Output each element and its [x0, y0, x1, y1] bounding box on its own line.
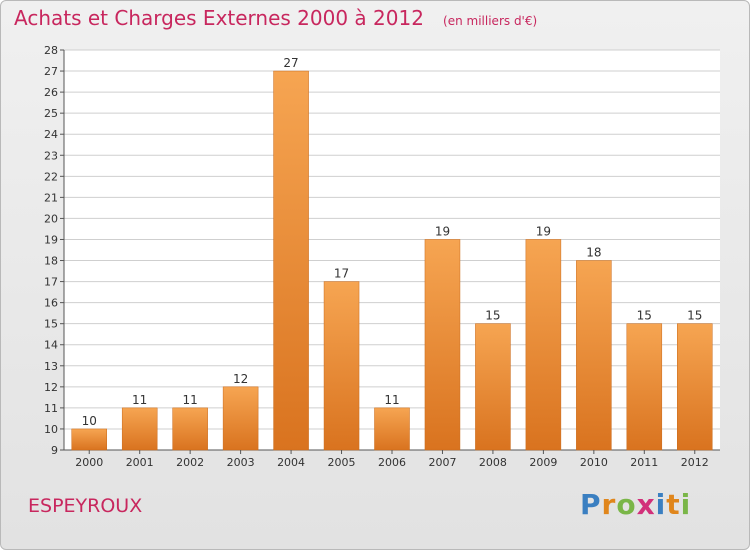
data-label-2003: 12 — [233, 372, 248, 386]
data-label-2006: 11 — [384, 393, 399, 407]
bar-2005 — [323, 281, 360, 451]
data-label-2000: 10 — [82, 414, 97, 428]
y-tick-label: 11 — [44, 402, 58, 415]
x-tick-label-2008: 2008 — [479, 456, 507, 469]
y-tick-label: 14 — [44, 339, 58, 352]
data-label-2009: 19 — [536, 224, 551, 238]
plot-area — [64, 50, 720, 450]
data-label-2001: 11 — [132, 393, 147, 407]
x-tick-label-2010: 2010 — [580, 456, 608, 469]
y-tick-label: 15 — [44, 318, 58, 331]
y-tick-label: 21 — [44, 191, 58, 204]
y-tick-label: 19 — [44, 233, 58, 246]
y-tick-label: 13 — [44, 360, 58, 373]
bar-2001 — [121, 407, 158, 451]
y-tick-label: 10 — [44, 423, 58, 436]
y-tick-label: 24 — [44, 128, 58, 141]
x-tick-label-2012: 2012 — [681, 456, 709, 469]
data-label-2004: 27 — [283, 56, 298, 70]
data-label-2010: 18 — [586, 246, 601, 260]
y-tick-label: 28 — [44, 44, 58, 57]
chart-title: Achats et Charges Externes 2000 à 2012 — [14, 6, 424, 30]
x-tick-label-2009: 2009 — [529, 456, 557, 469]
data-label-2002: 11 — [183, 393, 198, 407]
y-tick-label: 18 — [44, 255, 58, 268]
x-tick-label-2005: 2005 — [328, 456, 356, 469]
bar-2002 — [172, 407, 208, 451]
bar-2010 — [576, 260, 612, 451]
x-tick-label-2000: 2000 — [75, 456, 103, 469]
y-tick-label: 12 — [44, 381, 58, 394]
x-tick-label-2001: 2001 — [126, 456, 154, 469]
bar-2003 — [222, 386, 259, 451]
bar-2007 — [424, 239, 461, 451]
y-tick-label: 26 — [44, 86, 58, 99]
bar-2011 — [626, 323, 663, 451]
x-tick-label-2002: 2002 — [176, 456, 204, 469]
bar-2004 — [273, 70, 309, 451]
y-tick-label: 25 — [44, 107, 58, 120]
data-label-2007: 19 — [435, 224, 450, 238]
y-tick-label: 17 — [44, 276, 58, 289]
x-tick-label-2004: 2004 — [277, 456, 305, 469]
data-label-2005: 17 — [334, 267, 349, 281]
y-tick-label: 9 — [51, 444, 58, 457]
data-label-2012: 15 — [687, 309, 702, 323]
y-tick-label: 23 — [44, 149, 58, 162]
title-row: Achats et Charges Externes 2000 à 2012 (… — [14, 6, 537, 30]
commune-name: ESPEYROUX — [28, 495, 143, 517]
y-tick-label: 20 — [44, 212, 58, 225]
x-tick-label-2006: 2006 — [378, 456, 406, 469]
bar-2006 — [374, 407, 410, 451]
bar-2008 — [475, 323, 511, 451]
data-label-2011: 15 — [637, 309, 652, 323]
y-tick-label: 16 — [44, 297, 58, 310]
bar-2000 — [71, 428, 107, 451]
x-tick-label-2003: 2003 — [227, 456, 255, 469]
x-tick-label-2011: 2011 — [630, 456, 658, 469]
y-tick-label: 22 — [44, 170, 58, 183]
data-label-2008: 15 — [485, 309, 500, 323]
y-tick-label: 27 — [44, 65, 58, 78]
proxiti-logo[interactable]: Proxiti — [580, 488, 692, 521]
chart-subtitle: (en milliers d'€) — [443, 14, 538, 28]
bar-2012 — [677, 323, 713, 451]
x-tick-label-2007: 2007 — [428, 456, 456, 469]
bar-2009 — [525, 239, 562, 451]
